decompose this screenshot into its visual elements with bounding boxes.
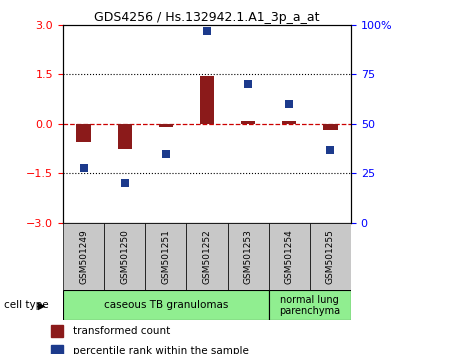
Text: transformed count: transformed count: [72, 326, 170, 336]
Text: cell type: cell type: [4, 300, 49, 310]
Point: [80, 165, 87, 170]
Bar: [104, 223, 145, 290]
Bar: [310, 223, 351, 290]
Point: [121, 181, 128, 186]
Bar: [63, 223, 104, 290]
Title: GDS4256 / Hs.132942.1.A1_3p_a_at: GDS4256 / Hs.132942.1.A1_3p_a_at: [94, 11, 320, 24]
Text: GSM501255: GSM501255: [326, 229, 335, 284]
Text: normal lung
parenchyma: normal lung parenchyma: [279, 295, 340, 316]
Bar: [51, 325, 63, 337]
Bar: [241, 121, 255, 124]
Bar: [145, 223, 186, 290]
Bar: [323, 124, 338, 130]
Text: percentile rank within the sample: percentile rank within the sample: [72, 346, 248, 354]
Bar: [117, 124, 132, 149]
Text: GSM501254: GSM501254: [285, 229, 294, 284]
Bar: [228, 223, 269, 290]
Point: [244, 81, 252, 87]
Bar: [159, 124, 173, 126]
Text: GSM501250: GSM501250: [120, 229, 129, 284]
Text: GSM501251: GSM501251: [162, 229, 171, 284]
Bar: [269, 223, 310, 290]
Point: [203, 28, 211, 34]
Text: GSM501249: GSM501249: [79, 229, 88, 284]
Text: caseous TB granulomas: caseous TB granulomas: [104, 300, 228, 310]
Point: [286, 101, 293, 107]
Point: [327, 147, 334, 153]
Bar: [63, 290, 269, 320]
Text: ▶: ▶: [38, 300, 45, 310]
Text: GSM501253: GSM501253: [243, 229, 252, 284]
Bar: [76, 124, 91, 142]
Bar: [282, 121, 297, 124]
Bar: [186, 223, 228, 290]
Bar: [51, 344, 63, 354]
Bar: [200, 76, 214, 124]
Text: GSM501252: GSM501252: [202, 229, 211, 284]
Bar: [269, 290, 351, 320]
Point: [162, 151, 170, 156]
